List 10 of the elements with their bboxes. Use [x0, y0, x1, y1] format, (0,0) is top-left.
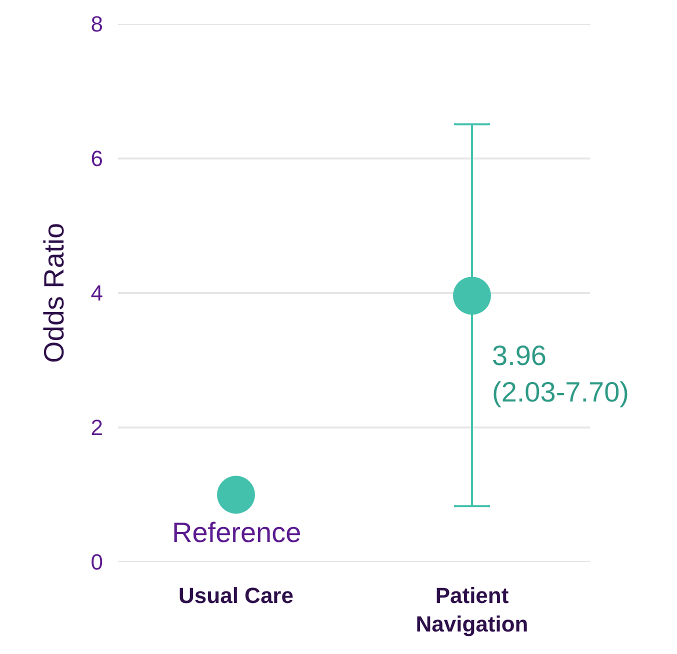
y-tick-label: 2 [90, 415, 103, 440]
x-tick-label: Patient Navigation [416, 583, 528, 637]
y-tick-label: 6 [90, 146, 103, 172]
annotation: Reference [172, 517, 302, 548]
y-tick-label: 4 [90, 280, 103, 306]
y-tick-label: 0 [90, 550, 103, 575]
annotation: 3.96 (2.03-7.70) [492, 340, 629, 408]
x-tick-label: Usual Care [178, 583, 294, 608]
y-axis-title: Odds Ratio [38, 222, 70, 364]
y-tick-label: 8 [90, 12, 103, 37]
